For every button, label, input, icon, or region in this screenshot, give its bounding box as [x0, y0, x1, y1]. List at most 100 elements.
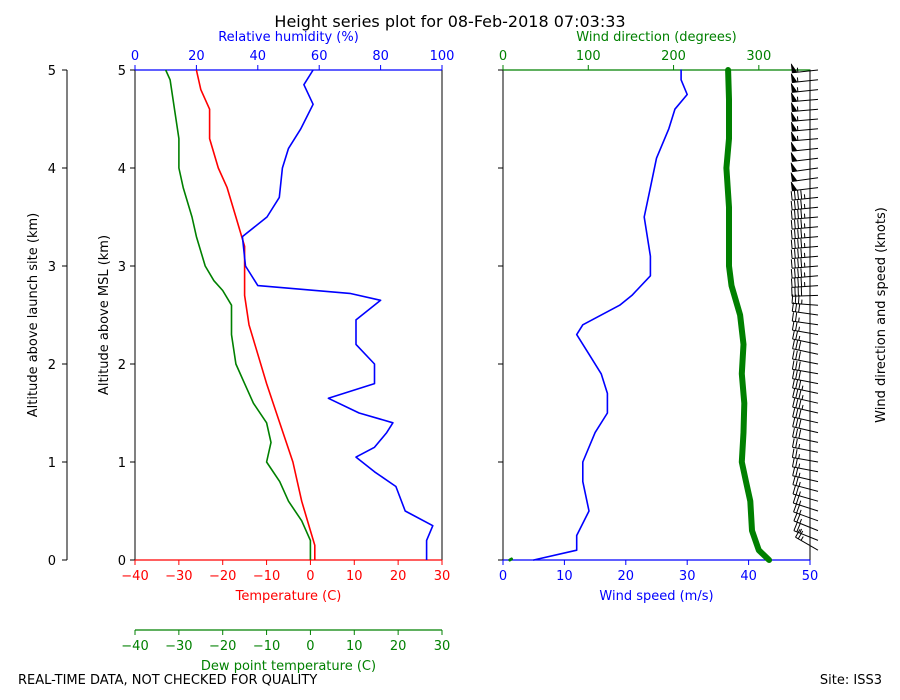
barb-feather: [795, 529, 801, 538]
wind-barb: [791, 112, 819, 122]
barb-feather: [791, 350, 795, 360]
barb-staff: [792, 475, 819, 483]
dewpoint-tick-label: 30: [434, 639, 451, 654]
barb-half-feather: [801, 404, 804, 410]
barb-flag: [790, 83, 798, 93]
barb-feather: [793, 512, 798, 522]
barb-feather: [800, 229, 803, 239]
barb-half-feather: [801, 385, 804, 391]
wind-barb: [790, 268, 819, 279]
temperature-tick-label: 10: [346, 569, 363, 584]
barb-feather: [800, 238, 803, 248]
barb-half-feather: [798, 326, 800, 332]
msl-altitude-tick-label: 4: [118, 162, 126, 177]
wind-barb: [791, 286, 819, 297]
barb-staff: [792, 265, 819, 269]
barb-feather: [792, 475, 796, 485]
barb-feather: [793, 200, 796, 210]
barb-staff: [792, 302, 819, 306]
wind-barb: [792, 428, 819, 443]
barb-staff: [792, 196, 819, 201]
wind-barb: [790, 238, 819, 250]
barb-staff: [792, 406, 819, 414]
barb-staff: [792, 216, 819, 220]
quality-note: REAL-TIME DATA, NOT CHECKED FOR QUALITY: [18, 673, 318, 688]
barb-feather: [795, 340, 799, 350]
rh-tick-label: 0: [131, 49, 139, 64]
barb-feather: [791, 312, 795, 322]
barb-feather: [798, 341, 802, 351]
wind-barb: [792, 475, 819, 492]
barb-feather: [798, 419, 802, 429]
barb-feather: [795, 438, 798, 448]
outer-altitude-tick-label: 4: [48, 162, 56, 177]
barb-feather: [798, 370, 801, 380]
barb-feather: [800, 190, 803, 200]
barb-feather: [792, 485, 796, 495]
rh-tick-label: 80: [372, 49, 389, 64]
barb-feather: [796, 523, 801, 533]
barb-feather: [800, 268, 803, 278]
barb-feather: [794, 278, 796, 288]
wind-barb: [790, 83, 819, 93]
barb-feather: [797, 248, 799, 258]
barb-feather: [795, 449, 798, 459]
wind-barb-axis-label: Wind direction and speed (knots): [874, 207, 889, 423]
temperature-tick-label: −20: [209, 569, 236, 584]
wind-barb: [790, 172, 819, 182]
barb-feather: [796, 513, 801, 523]
barb-feather: [797, 268, 799, 278]
direction-tick-label: 0: [499, 49, 507, 64]
barb-half-feather: [798, 317, 800, 323]
wind-barb: [791, 102, 819, 112]
barb-feather: [794, 229, 796, 239]
barb-staff: [792, 387, 819, 394]
barb-feather: [800, 248, 803, 258]
barb-half-feather: [799, 509, 802, 515]
barb-feather: [793, 522, 798, 531]
barb-feather: [794, 209, 796, 220]
barb-feather: [800, 199, 803, 209]
barb-feather: [790, 278, 793, 288]
dewpoint-tick-label: −30: [165, 639, 192, 654]
wind-barb: [790, 229, 819, 240]
wind-barb: [793, 503, 819, 522]
barb-half-feather: [800, 536, 804, 541]
barb-staff: [792, 236, 819, 240]
barb-feather: [790, 259, 793, 269]
temperature-tick-label: −10: [253, 569, 280, 584]
barb-feather: [790, 210, 793, 220]
barb-staff: [792, 320, 819, 326]
barb-feather: [794, 302, 798, 312]
barb-feather: [795, 370, 798, 380]
wind-barb: [791, 121, 819, 132]
wind-barb: [790, 73, 819, 84]
barb-flag: [791, 121, 798, 132]
barb-half-feather: [799, 528, 802, 534]
barb-flag: [791, 131, 798, 142]
barb-staff: [793, 520, 819, 532]
wind-barb: [791, 448, 819, 463]
rh-tick-label: 100: [430, 49, 455, 64]
barb-feather: [797, 190, 800, 200]
barb-feather: [795, 379, 799, 389]
barb-half-feather: [798, 472, 801, 478]
wind-barb: [790, 277, 819, 288]
barb-half-feather: [798, 443, 801, 449]
barb-feather: [790, 229, 793, 239]
barb-feather: [798, 361, 801, 371]
msl-altitude-tick-label: 3: [118, 260, 126, 275]
dewpoint-axis-label: Dew point temperature (C): [201, 659, 376, 674]
wind-barb: [791, 457, 819, 473]
rh-tick-label: 60: [311, 49, 328, 64]
barb-feather: [795, 418, 799, 428]
barb-staff: [792, 255, 819, 259]
outer-altitude-tick-label: 2: [48, 358, 56, 373]
series-wind-direction: [723, 67, 773, 563]
barb-feather: [790, 249, 793, 259]
barb-feather: [792, 466, 796, 476]
barb-flag: [790, 152, 798, 162]
outer-altitude-tick-label: 5: [48, 64, 56, 79]
msl-altitude-tick-label: 1: [118, 456, 126, 471]
